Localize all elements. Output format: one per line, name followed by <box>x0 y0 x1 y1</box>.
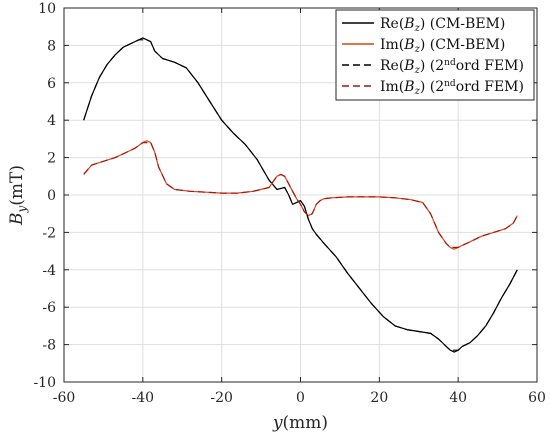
y-tick-label: 8 <box>47 38 56 54</box>
y-tick-label: -8 <box>42 338 56 354</box>
x-tick-label: -60 <box>53 390 76 406</box>
legend-label: Im(Bz) (2ndord FEM) <box>380 79 524 97</box>
series-line <box>83 142 518 248</box>
y-tick-label: 0 <box>47 188 56 204</box>
y-tick-label: -2 <box>42 225 56 241</box>
x-tick-label: 40 <box>449 390 467 406</box>
y-tick-label: -4 <box>42 263 56 279</box>
y-tick-label: 2 <box>47 151 56 167</box>
y-tick-label: -10 <box>33 375 56 391</box>
series-layer <box>83 37 518 353</box>
grid-lines <box>64 8 537 382</box>
x-tick-label: 60 <box>528 390 546 406</box>
y-tick-label: 10 <box>38 1 56 17</box>
x-axis-label: y(mm) <box>272 413 328 433</box>
legend: Re(Bz) (CM-BEM) Im(Bz) (CM-BEM) Re(Bz) (2n… <box>335 9 535 101</box>
x-tick-label: -40 <box>132 390 155 406</box>
series-line <box>83 37 518 353</box>
series-line <box>83 39 518 351</box>
legend-label: Im(Bz) (CM-BEM) <box>380 37 505 55</box>
legend-label: Re(Bz) (CM-BEM) <box>380 16 505 34</box>
y-tick-label: 4 <box>47 113 56 129</box>
x-tick-label: 0 <box>296 390 305 406</box>
y-axis-label: By(mT) <box>7 165 29 226</box>
y-tick-label: -6 <box>42 300 56 316</box>
legend-box <box>335 9 535 101</box>
x-tick-label: 20 <box>370 390 388 406</box>
x-tick-label: -20 <box>210 390 233 406</box>
legend-label: Re(Bz) (2ndord FEM) <box>380 58 524 76</box>
y-tick-label: 6 <box>47 76 56 92</box>
